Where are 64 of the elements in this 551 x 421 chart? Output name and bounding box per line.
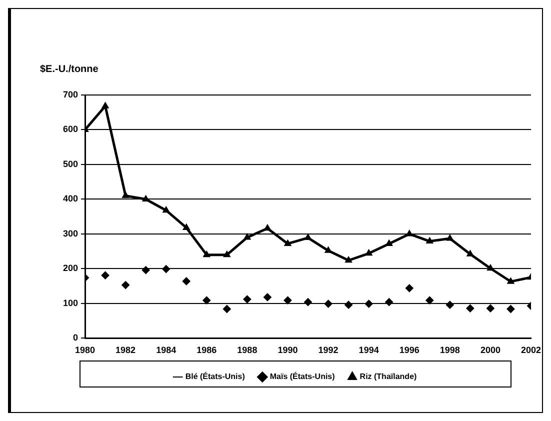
y-tick-label: 0 [73, 332, 78, 343]
y-tick-label: 200 [62, 263, 78, 274]
x-tick-label: 2002 [520, 345, 542, 356]
point [122, 192, 130, 198]
point [486, 304, 494, 312]
point [264, 224, 271, 231]
point [466, 304, 474, 312]
point [284, 296, 292, 304]
point [203, 250, 210, 258]
y-tick-label: 400 [62, 194, 78, 204]
point [466, 250, 474, 256]
point [446, 234, 454, 241]
point [222, 305, 231, 314]
point [142, 266, 150, 274]
y-axis-title: $E.-U./tonne [40, 64, 98, 75]
point [507, 278, 514, 284]
y-tick-label: 600 [62, 124, 78, 134]
point [345, 256, 352, 263]
point [101, 271, 110, 280]
point [344, 300, 353, 309]
point [162, 206, 170, 213]
point [202, 296, 211, 304]
x-tick-label: 1984 [156, 345, 176, 356]
point [122, 281, 130, 290]
point [426, 296, 434, 304]
point [486, 264, 494, 271]
point [405, 284, 414, 292]
y-tick-label: 700 [62, 89, 78, 100]
point [102, 102, 109, 108]
point [365, 249, 372, 256]
point [284, 240, 292, 246]
x-tick-label: 1986 [196, 345, 217, 356]
x-tick-label: 1988 [237, 345, 258, 356]
point [162, 265, 170, 274]
x-tick-label: 1990 [278, 345, 298, 356]
point [324, 246, 332, 253]
point [446, 300, 454, 309]
x-tick-label: 1982 [116, 345, 136, 356]
legend-label: Riz (Thaïlande) [360, 372, 418, 382]
point [304, 234, 312, 240]
point [506, 305, 515, 314]
point [324, 300, 332, 308]
x-tick-label: 1996 [399, 345, 420, 356]
y-tick-label: 500 [62, 158, 78, 169]
point [182, 224, 190, 230]
x-tick-label: 1994 [358, 345, 379, 356]
x-tick-label: 1992 [318, 345, 338, 356]
legend-label: Blé (États-Unis) [185, 371, 246, 382]
point [263, 293, 272, 302]
point [386, 240, 393, 246]
point [182, 277, 190, 286]
point [304, 298, 312, 306]
point [223, 250, 230, 258]
x-tick-label: 1998 [440, 345, 460, 356]
point [364, 300, 373, 308]
legend-label: Maïs (États-Unis) [270, 371, 336, 382]
point [385, 298, 394, 306]
point [244, 233, 251, 240]
point [243, 295, 252, 304]
x-tick-label: 1980 [75, 345, 96, 356]
point [426, 237, 434, 244]
x-tick-label: 2000 [480, 345, 500, 356]
y-tick-label: 300 [62, 228, 78, 238]
y-tick-label: 100 [62, 298, 78, 308]
